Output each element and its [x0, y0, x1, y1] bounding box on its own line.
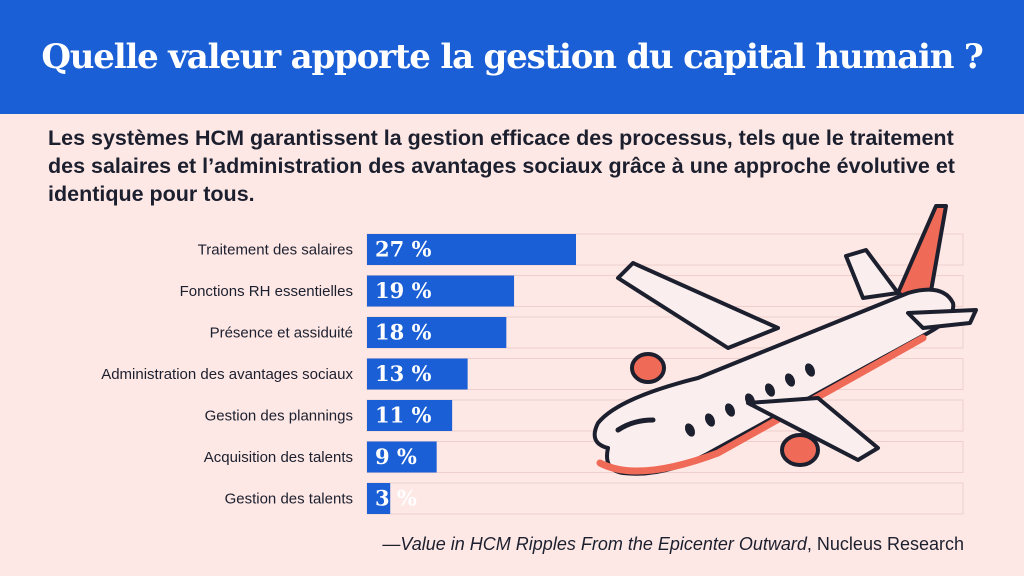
bar	[367, 234, 576, 265]
bar	[367, 275, 515, 307]
category-label: Gestion des talents	[225, 491, 353, 508]
bar	[367, 441, 437, 473]
source-title: Value in HCM Ripples From the Epicenter …	[400, 534, 807, 554]
bar	[367, 358, 468, 390]
category-label: Fonctions RH essentielles	[180, 283, 353, 300]
category-label: Administration des avantages sociaux	[101, 366, 353, 383]
category-label: Gestion des plannings	[205, 408, 353, 425]
bar	[367, 483, 391, 514]
bar	[367, 400, 453, 431]
header-banner: Quelle valeur apporte la gestion du capi…	[0, 0, 1024, 114]
source-dash: —	[382, 534, 401, 554]
source-citation: —Value in HCM Ripples From the Epicenter…	[382, 534, 964, 555]
category-label: Présence et assiduité	[210, 325, 353, 342]
category-label: Traitement des salaires	[198, 242, 353, 259]
value-label: 19 %	[375, 278, 432, 303]
value-label: 9 %	[375, 444, 417, 469]
value-label: 18 %	[375, 320, 432, 345]
category-label: Acquisition des talents	[204, 449, 353, 466]
value-label: 11 %	[375, 403, 432, 428]
source-publisher: , Nucleus Research	[806, 534, 964, 554]
subtitle: Les systèmes HCM garantissent la gestion…	[48, 126, 955, 206]
value-label: 13 %	[375, 361, 432, 386]
bar	[367, 317, 507, 348]
value-label: 3 %	[375, 486, 417, 511]
page-title: Quelle valeur apporte la gestion du capi…	[41, 37, 983, 77]
airplane-icon	[592, 204, 978, 476]
value-label: 27 %	[375, 237, 432, 262]
